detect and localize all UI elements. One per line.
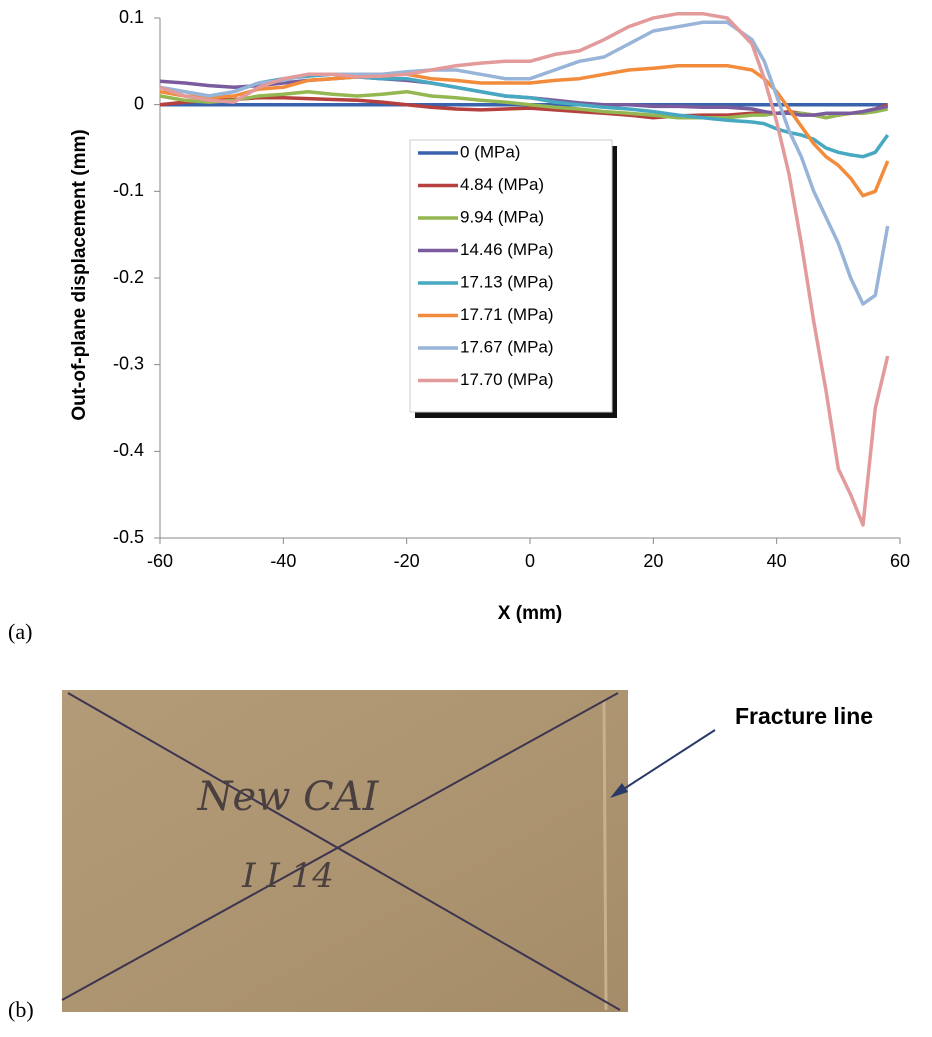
- handwriting: New CAI: [197, 774, 380, 820]
- y-tick-label: 0.1: [119, 7, 144, 27]
- panel-label: (b): [8, 997, 34, 1022]
- arrow-head: [610, 783, 628, 798]
- annotation: Fracture line: [735, 703, 873, 729]
- data-line: [159, 63, 890, 198]
- x-axis-label: X (mm): [498, 603, 562, 624]
- data-line: [159, 11, 890, 527]
- legend-label: 17.71 (MPa): [460, 305, 554, 324]
- fracture: [602, 699, 608, 1011]
- y-tick-label: -0.2: [113, 267, 144, 287]
- legend-label: 14.46 (MPa): [460, 240, 554, 259]
- x-tick-label: 40: [767, 551, 787, 571]
- y-tick-label: -0.1: [113, 180, 144, 200]
- panel-label: (a): [8, 619, 32, 644]
- x-tick-label: -60: [147, 551, 173, 571]
- diagonal: [67, 692, 621, 1011]
- legend-label: 17.67 (MPa): [460, 337, 554, 356]
- y-tick-label: -0.5: [113, 527, 144, 547]
- diagonal: [61, 692, 619, 1001]
- legend-label: 9.94 (MPa): [460, 207, 544, 226]
- legend-label: 4.84 (MPa): [460, 175, 544, 194]
- photo: New CAI I I 14: [61, 690, 716, 1012]
- x-tick-label: 0: [525, 551, 535, 571]
- legend-label: 17.13 (MPa): [460, 272, 554, 291]
- x-tick-label: 60: [890, 551, 910, 571]
- y-tick-label: -0.4: [113, 440, 144, 460]
- arrow: [615, 729, 716, 795]
- legend-label: 0 (MPa): [460, 142, 520, 161]
- legend-label: 17.70 (MPa): [460, 370, 554, 389]
- y-tick-label: 0: [134, 93, 144, 113]
- y-axis-label: Out-of-plane displacement (mm): [69, 129, 90, 420]
- x-tick-label: -40: [270, 551, 296, 571]
- y-tick-label: -0.3: [113, 353, 144, 373]
- x-tick-label: -20: [394, 551, 420, 571]
- handwriting: I I 14: [241, 856, 334, 896]
- x-tick-label: 20: [643, 551, 663, 571]
